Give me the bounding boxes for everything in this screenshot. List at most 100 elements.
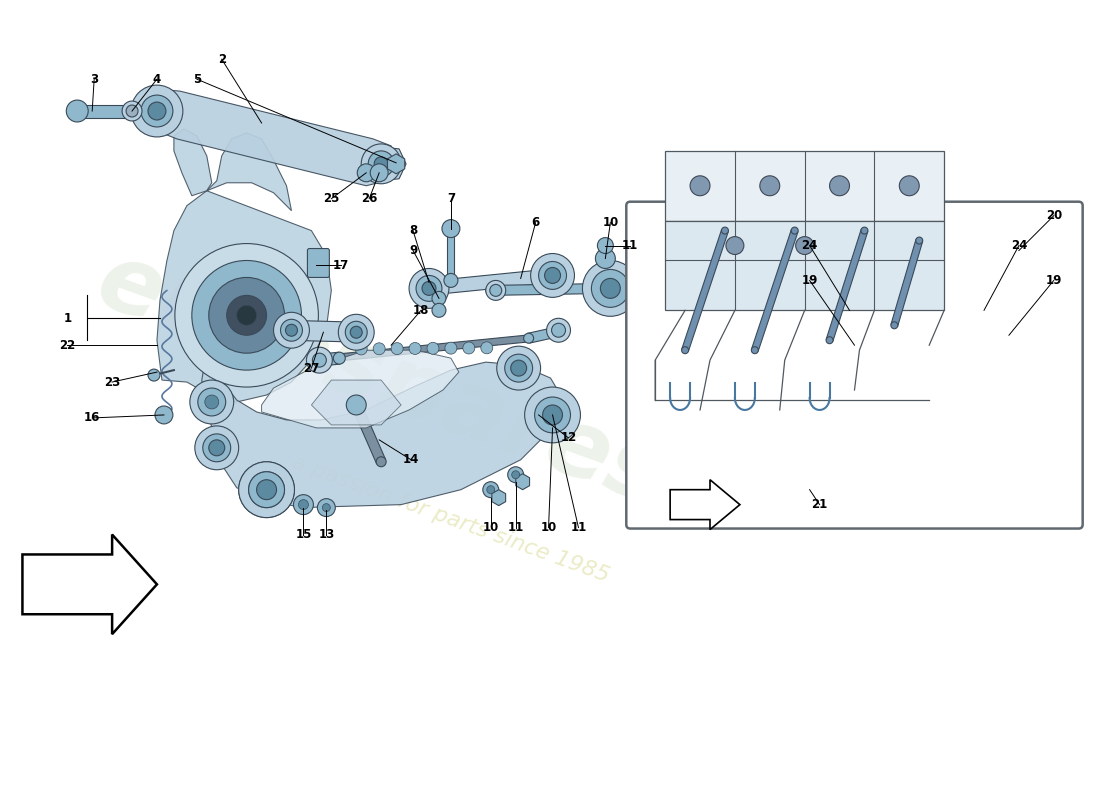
FancyBboxPatch shape bbox=[626, 202, 1082, 529]
Text: 22: 22 bbox=[59, 338, 76, 352]
Text: 10: 10 bbox=[483, 521, 499, 534]
Circle shape bbox=[239, 462, 295, 518]
Text: 10: 10 bbox=[540, 521, 557, 534]
Circle shape bbox=[409, 269, 449, 308]
Circle shape bbox=[276, 320, 297, 340]
Text: 2: 2 bbox=[218, 53, 226, 66]
Circle shape bbox=[597, 238, 614, 254]
Circle shape bbox=[249, 472, 285, 508]
Circle shape bbox=[358, 164, 375, 182]
Circle shape bbox=[483, 482, 498, 498]
Circle shape bbox=[547, 318, 571, 342]
Polygon shape bbox=[286, 320, 362, 342]
Polygon shape bbox=[666, 221, 944, 310]
Polygon shape bbox=[516, 474, 529, 490]
Circle shape bbox=[490, 285, 502, 296]
Circle shape bbox=[690, 176, 710, 196]
Circle shape bbox=[448, 225, 454, 232]
Text: 20: 20 bbox=[1046, 209, 1062, 222]
Circle shape bbox=[318, 498, 336, 517]
Circle shape bbox=[791, 227, 799, 234]
Polygon shape bbox=[147, 89, 396, 186]
Circle shape bbox=[826, 337, 833, 344]
Polygon shape bbox=[891, 239, 923, 326]
Circle shape bbox=[328, 354, 334, 362]
Circle shape bbox=[280, 319, 302, 342]
Circle shape bbox=[497, 346, 540, 390]
Circle shape bbox=[202, 434, 231, 462]
Circle shape bbox=[339, 314, 374, 350]
Text: 10: 10 bbox=[602, 216, 618, 229]
Text: a passion for parts since 1985: a passion for parts since 1985 bbox=[289, 453, 613, 586]
Circle shape bbox=[508, 466, 524, 482]
Polygon shape bbox=[751, 230, 798, 351]
Circle shape bbox=[256, 480, 276, 500]
Text: 6: 6 bbox=[531, 216, 540, 229]
Circle shape bbox=[294, 494, 313, 514]
Text: 17: 17 bbox=[333, 259, 350, 272]
Circle shape bbox=[298, 500, 308, 510]
Circle shape bbox=[427, 342, 439, 354]
Text: eurospares: eurospares bbox=[85, 234, 678, 526]
Circle shape bbox=[373, 343, 385, 354]
Polygon shape bbox=[262, 350, 459, 428]
Circle shape bbox=[361, 144, 402, 184]
Circle shape bbox=[155, 406, 173, 424]
Circle shape bbox=[486, 281, 506, 300]
Text: 25: 25 bbox=[323, 192, 340, 206]
Circle shape bbox=[505, 354, 532, 382]
Text: 24: 24 bbox=[1011, 239, 1027, 252]
Circle shape bbox=[416, 275, 442, 302]
Circle shape bbox=[131, 85, 183, 137]
Circle shape bbox=[432, 291, 446, 306]
Polygon shape bbox=[157, 133, 331, 402]
Circle shape bbox=[592, 270, 629, 307]
Circle shape bbox=[141, 95, 173, 127]
Circle shape bbox=[551, 323, 565, 338]
Circle shape bbox=[198, 388, 226, 416]
Circle shape bbox=[487, 486, 495, 494]
Polygon shape bbox=[379, 147, 406, 181]
Text: 26: 26 bbox=[361, 192, 377, 206]
Circle shape bbox=[535, 397, 571, 433]
Circle shape bbox=[125, 105, 139, 118]
Circle shape bbox=[209, 278, 285, 353]
Circle shape bbox=[190, 380, 233, 424]
Circle shape bbox=[374, 157, 388, 171]
Circle shape bbox=[66, 100, 88, 122]
Circle shape bbox=[486, 286, 496, 295]
Text: 7: 7 bbox=[447, 192, 455, 206]
Circle shape bbox=[722, 227, 728, 234]
Circle shape bbox=[355, 343, 367, 355]
Circle shape bbox=[419, 282, 433, 295]
Circle shape bbox=[751, 346, 758, 354]
Circle shape bbox=[70, 105, 84, 118]
Circle shape bbox=[191, 261, 301, 370]
Text: 11: 11 bbox=[623, 239, 638, 252]
Circle shape bbox=[900, 176, 920, 196]
Circle shape bbox=[601, 278, 620, 298]
Circle shape bbox=[256, 480, 276, 500]
Text: 16: 16 bbox=[84, 411, 100, 425]
Polygon shape bbox=[426, 269, 557, 295]
Circle shape bbox=[760, 176, 780, 196]
Circle shape bbox=[209, 440, 224, 456]
Circle shape bbox=[239, 462, 295, 518]
Circle shape bbox=[351, 322, 371, 342]
Circle shape bbox=[286, 324, 297, 336]
Text: 21: 21 bbox=[812, 498, 827, 511]
Circle shape bbox=[195, 426, 239, 470]
Text: 18: 18 bbox=[412, 304, 429, 317]
Circle shape bbox=[549, 269, 562, 282]
Circle shape bbox=[682, 346, 689, 354]
Circle shape bbox=[512, 470, 519, 478]
Polygon shape bbox=[492, 490, 506, 506]
Text: 11: 11 bbox=[570, 521, 586, 534]
Polygon shape bbox=[22, 534, 157, 634]
Circle shape bbox=[236, 306, 256, 326]
Circle shape bbox=[376, 457, 386, 466]
Circle shape bbox=[525, 387, 581, 443]
Text: 13: 13 bbox=[318, 528, 334, 541]
Text: 8: 8 bbox=[409, 224, 417, 237]
Text: 12: 12 bbox=[560, 431, 576, 444]
